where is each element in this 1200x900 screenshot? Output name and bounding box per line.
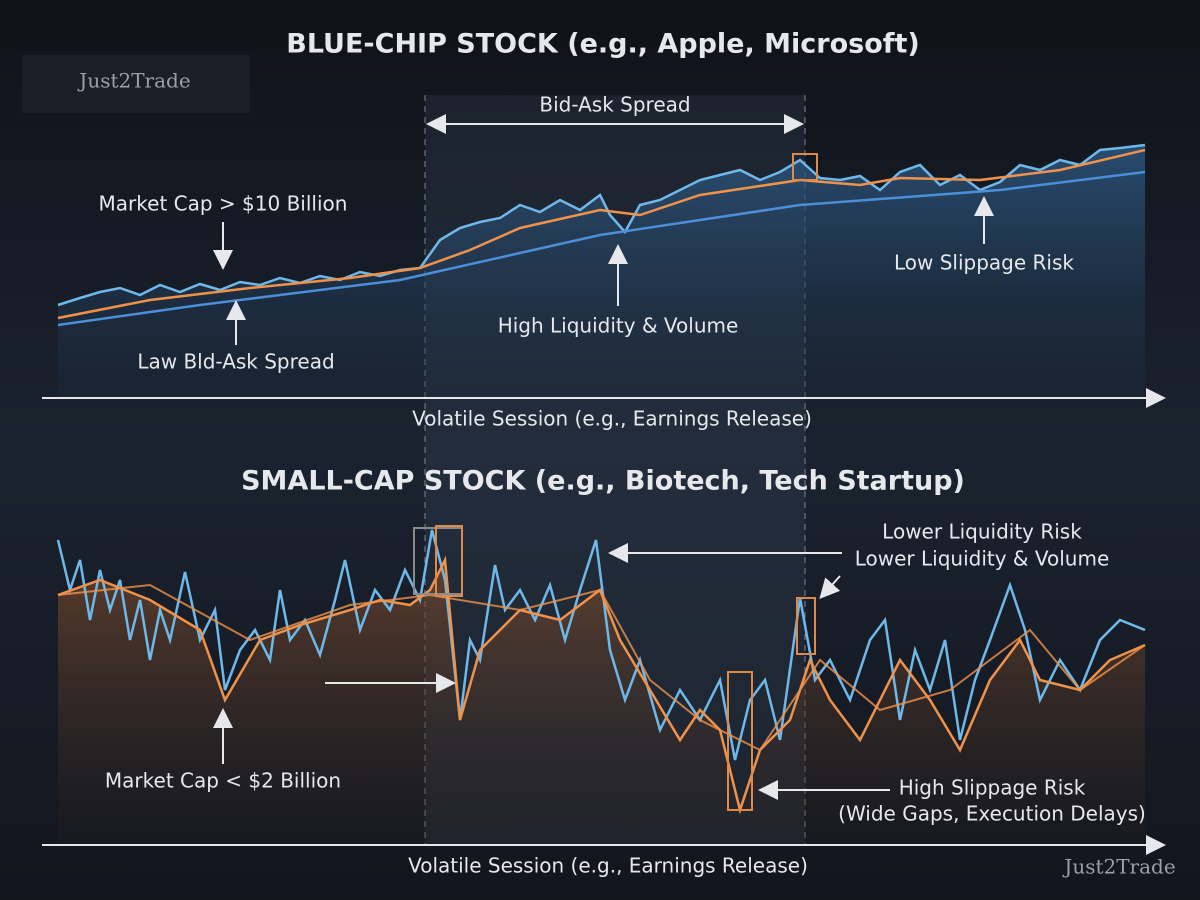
annotation: High Liquidity & Volume <box>498 314 739 338</box>
price-line-orange <box>57 555 1146 815</box>
moving-average <box>57 148 1146 320</box>
annotation: Lower Liquidity & Volume <box>855 547 1110 571</box>
highlight-box <box>727 671 753 811</box>
price-line <box>57 143 1146 307</box>
panel-title: SMALL-CAP STOCK (e.g., Biotech, Tech Sta… <box>241 466 965 497</box>
highlight-box <box>792 153 818 181</box>
axis-label: Volatile Session (e.g., Earnings Release… <box>412 407 812 431</box>
annotation: Market Cap > $10 Billion <box>99 192 348 216</box>
trend-line <box>57 170 1146 327</box>
axis-label: Volatile Session (e.g., Earnings Release… <box>408 854 808 878</box>
panel-title: BLUE-CHIP STOCK (e.g., Apple, Microsoft) <box>286 29 920 60</box>
annotation: (Wide Gaps, Execution Delays) <box>838 802 1146 826</box>
moving-average <box>57 583 1146 752</box>
watermark: Just2Trade <box>77 69 190 93</box>
price-area <box>58 145 1145 398</box>
annotation: Law Bld-Ask Spread <box>137 350 334 374</box>
watermark: Just2Trade <box>1062 855 1175 879</box>
annotation: Lower Liquidity Risk <box>882 520 1082 544</box>
price-area <box>58 560 1145 845</box>
annotation: Low Slippage Risk <box>894 251 1074 275</box>
annotation: Market Cap < $2 Billion <box>105 769 341 793</box>
annotation: High Slippage Risk <box>899 776 1086 800</box>
arrow <box>819 575 841 599</box>
highlight-box <box>796 597 816 655</box>
highlight-box <box>435 525 463 597</box>
watermark-box <box>22 55 250 113</box>
annotation: Bid-Ask Spread <box>539 93 690 117</box>
price-line <box>56 529 1146 761</box>
